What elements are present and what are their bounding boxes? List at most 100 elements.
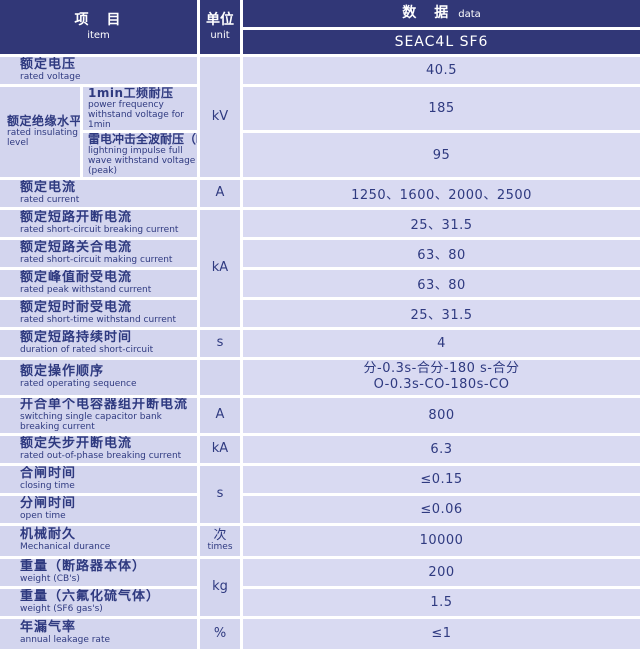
- unit-cell: kg: [200, 558, 240, 616]
- item-en: rated short-circuit making current: [20, 254, 173, 265]
- header-item-en: item: [87, 29, 110, 41]
- table-row: 额定操作顺序 rated operating sequence 分-0.3s-合…: [0, 359, 640, 395]
- value-cell: 800: [243, 397, 640, 433]
- item-cell: 重量（六氟化硫气体） weight (SF6 gas's): [0, 588, 197, 616]
- item-group-zh: 额定绝缘水平: [7, 114, 80, 129]
- item-group-en: rated insulating level: [7, 127, 78, 148]
- unit-cell: %: [200, 618, 240, 649]
- item-en: Mechanical durance: [20, 542, 111, 553]
- unit-cell: s: [200, 329, 240, 357]
- unit-cell: kV: [200, 57, 240, 177]
- table-row: 分闸时间 open time ≤0.06: [0, 495, 640, 523]
- item-en: rated short-circuit breaking current: [20, 224, 179, 235]
- item-en: rated operating sequence: [20, 378, 137, 389]
- item-en: rated short-time withstand current: [20, 314, 176, 325]
- unit-cell: A: [200, 179, 240, 207]
- item-zh: 合闸时间: [20, 465, 77, 481]
- value-cell: 185: [243, 87, 640, 131]
- value-cell: 6.3: [243, 435, 640, 463]
- value-cell: 1250、1600、2000、2500: [243, 179, 640, 207]
- item-cell: 额定峰值耐受电流 rated peak withstand current: [0, 269, 197, 297]
- table-row: 重量（断路器本体） weight (CB's) kg 200: [0, 558, 640, 616]
- table-row: 重量（六氟化硫气体） weight (SF6 gas's) 1.5: [0, 588, 640, 616]
- unit-cell: [200, 359, 240, 395]
- item-zh: 年漏气率: [20, 620, 77, 636]
- item-zh: 雷电冲击全波耐压（峰值）: [88, 133, 197, 147]
- unit-label: A: [215, 185, 225, 201]
- unit-label: kV: [211, 108, 229, 124]
- header-row-2: SEAC4L SF6: [0, 30, 640, 54]
- table-row: 雷电冲击全波耐压（峰值） lightning impulse full wave…: [0, 133, 640, 177]
- item-en: weight (CB's): [20, 573, 80, 584]
- header-data-zh: 数 据: [402, 4, 451, 21]
- item-cell: 额定电流 rated current: [0, 179, 197, 207]
- unit-label: kg: [212, 579, 228, 594]
- item-en: rated out-of-phase breaking current: [20, 450, 182, 461]
- table-row: 额定电流 rated current A 1250、1600、2000、2500: [0, 179, 640, 207]
- item-sub-cell: 1min工频耐压 power frequency withstand volta…: [83, 87, 197, 131]
- item-zh: 1min工频耐压: [88, 87, 174, 100]
- unit-cell: A: [200, 397, 240, 433]
- value-cell: 25、31.5: [243, 209, 640, 237]
- value-cell: 63、80: [243, 239, 640, 267]
- model-label: SEAC4L SF6: [394, 34, 489, 50]
- item-zh: 额定短时耐受电流: [20, 300, 133, 316]
- value-cell: 95: [243, 133, 640, 177]
- header-item-cell: 项 目 item: [0, 0, 197, 54]
- item-en: rated voltage: [20, 72, 81, 83]
- item-zh: 额定操作顺序: [20, 364, 105, 380]
- unit-cell: kA: [200, 209, 240, 327]
- value-line-1: 分-0.3s-合分-180 s-合分: [363, 361, 520, 377]
- value-cell: ≤0.15: [243, 465, 640, 493]
- header-data-en: data: [458, 8, 481, 20]
- item-en: open time: [20, 510, 66, 521]
- table-row: 额定失步开断电流 rated out-of-phase breaking cur…: [0, 435, 640, 463]
- item-zh: 额定短路持续时间: [20, 330, 133, 346]
- item-zh: 开合单个电容器组开断电流: [20, 397, 189, 412]
- header-unit-cell: 单位 unit: [200, 0, 240, 54]
- unit-label: 次: [213, 527, 227, 543]
- header-item-zh: 项 目: [74, 12, 123, 29]
- value-cell: 分-0.3s-合分-180 s-合分 O-0.3s-CO-180s-CO: [243, 359, 640, 395]
- value-cell: ≤1: [243, 618, 640, 649]
- item-sub-cell: 雷电冲击全波耐压（峰值） lightning impulse full wave…: [83, 133, 197, 177]
- item-en: rated current: [20, 194, 80, 205]
- value-cell: 1.5: [243, 588, 640, 616]
- item-en: annual leakage rate: [20, 635, 111, 646]
- item-cell: 年漏气率 annual leakage rate: [0, 618, 197, 649]
- item-zh: 额定失步开断电流: [20, 435, 133, 451]
- item-zh: 额定短路关合电流: [20, 240, 133, 256]
- item-cell: 额定电压 rated voltage: [0, 57, 197, 84]
- item-cell: 额定短路持续时间 duration of rated short-circuit: [0, 329, 197, 357]
- unit-cell: s: [200, 465, 240, 523]
- unit-label: A: [215, 407, 225, 423]
- item-cell: 分闸时间 open time: [0, 495, 197, 523]
- unit-label: s: [216, 486, 224, 501]
- item-cell: 额定短时耐受电流 rated short-time withstand curr…: [0, 299, 197, 327]
- item-en: power frequency withstand voltage for 1m…: [88, 99, 184, 130]
- item-zh: 额定峰值耐受电流: [20, 270, 133, 286]
- header-row-1: 项 目 item 单位 unit 数 据 data: [0, 0, 640, 54]
- unit-label: s: [216, 335, 224, 351]
- table-row: 额定短路关合电流 rated short-circuit making curr…: [0, 239, 640, 267]
- item-zh: 机械耐久: [20, 527, 77, 543]
- table-row: 额定短时耐受电流 rated short-time withstand curr…: [0, 299, 640, 327]
- item-en: weight (SF6 gas's): [20, 603, 103, 614]
- item-cell: 额定失步开断电流 rated out-of-phase breaking cur…: [0, 435, 197, 463]
- unit-label: kA: [211, 441, 229, 456]
- header-data-cell: 数 据 data: [243, 0, 640, 27]
- item-cell: 额定短路关合电流 rated short-circuit making curr…: [0, 239, 197, 267]
- model-cell: SEAC4L SF6: [243, 30, 640, 54]
- value-cell: 40.5: [243, 57, 640, 84]
- item-zh: 重量（六氟化硫气体）: [20, 588, 161, 604]
- item-en: rated peak withstand current: [20, 284, 152, 295]
- item-zh: 额定电压: [20, 57, 77, 73]
- item-en: closing time: [20, 480, 75, 491]
- table-row: 额定绝缘水平 rated insulating level 1min工频耐压 p…: [0, 87, 640, 177]
- table-row: 机械耐久 Mechanical durance 次 times 10000: [0, 525, 640, 556]
- item-zh: 重量（断路器本体）: [20, 558, 147, 574]
- value-line-2: O-0.3s-CO-180s-CO: [373, 377, 510, 393]
- table-row: 额定短路开断电流 rated short-circuit breaking cu…: [0, 209, 640, 327]
- table-row: 额定峰值耐受电流 rated peak withstand current 63…: [0, 269, 640, 297]
